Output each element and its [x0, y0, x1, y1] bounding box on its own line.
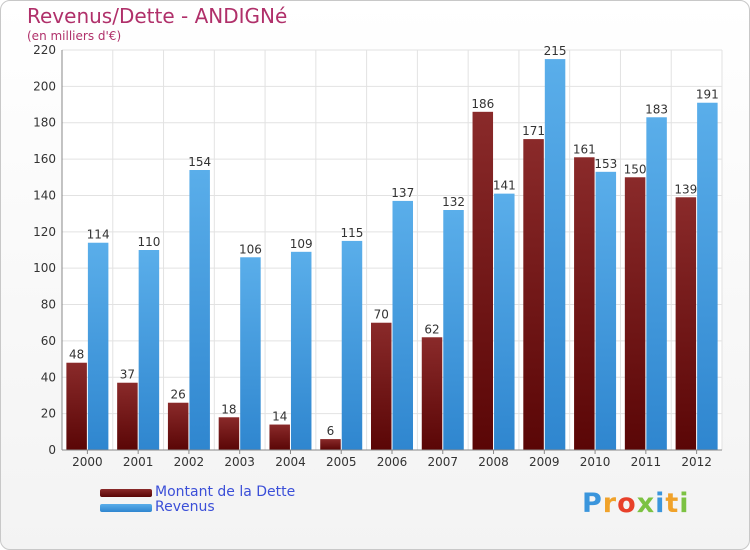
- bar-revenus: [240, 257, 261, 450]
- logo-letter: t: [665, 488, 680, 519]
- legend-label-revenus: Revenus: [155, 499, 215, 515]
- x-tick-label: 2006: [377, 455, 408, 469]
- x-tick-label: 2012: [681, 455, 712, 469]
- data-label-revenus: 154: [188, 155, 211, 169]
- legend-swatch-debt: [100, 489, 152, 497]
- y-tick-label: 160: [33, 152, 56, 166]
- logo-letter: x: [636, 488, 656, 519]
- legend-item-revenus: Revenus: [100, 499, 360, 517]
- chart-title: Revenus/Dette - ANDIGNé: [27, 4, 288, 28]
- bar-revenus: [290, 251, 312, 450]
- data-label-revenus: 132: [442, 195, 465, 209]
- bar-revenus: [87, 242, 109, 450]
- x-tick-label: 2000: [72, 455, 103, 469]
- bar-dette: [320, 439, 341, 450]
- x-tick-label: 2009: [529, 455, 560, 469]
- y-tick-label: 120: [33, 225, 56, 239]
- data-label-revenus: 153: [594, 157, 617, 171]
- bar-dette: [167, 402, 189, 450]
- bar-revenus: [697, 102, 718, 451]
- data-label-revenus: 141: [493, 179, 516, 193]
- y-tick-label: 200: [33, 79, 56, 93]
- y-tick-label: 80: [41, 298, 56, 312]
- bar-revenus: [544, 59, 566, 450]
- data-label-dette: 150: [624, 162, 647, 176]
- bar-revenus: [341, 240, 363, 450]
- data-label-revenus: 137: [391, 186, 414, 200]
- bar-revenus: [595, 171, 617, 450]
- bar-dette: [421, 337, 443, 450]
- bar-dette: [574, 157, 595, 451]
- logo-letter: i: [679, 488, 690, 519]
- y-tick-label: 40: [41, 370, 56, 384]
- data-label-revenus: 109: [290, 237, 313, 251]
- x-tick-label: 2008: [478, 455, 509, 469]
- y-tick-label: 100: [33, 261, 56, 275]
- bar-dette: [523, 139, 544, 450]
- logo-letter: o: [617, 488, 637, 519]
- x-tick-label: 2001: [123, 455, 154, 469]
- y-tick-label: 0: [48, 443, 56, 457]
- bar-dette: [66, 362, 87, 450]
- data-label-revenus: 114: [87, 228, 110, 242]
- data-label-revenus: 183: [645, 102, 668, 116]
- axis-layer: 0 20 40 60 80 100 120 140 160 180 200 220 48 114 2000 3…: [33, 43, 722, 469]
- bar-revenus: [189, 170, 210, 450]
- x-tick-label: 2007: [427, 455, 458, 469]
- data-label-revenus: 115: [341, 226, 364, 240]
- logo-letter: P: [582, 488, 603, 519]
- y-tick-label: 60: [41, 334, 56, 348]
- x-tick-label: 2011: [631, 455, 662, 469]
- proxiti-logo: Proxiti: [582, 488, 690, 519]
- bar-revenus: [646, 117, 667, 450]
- data-label-dette: 14: [272, 410, 287, 424]
- logo-letter: i: [655, 488, 666, 519]
- grid-layer: [61, 49, 723, 451]
- logo-letter: r: [602, 488, 618, 519]
- data-label-dette: 26: [171, 388, 186, 402]
- y-tick-label: 140: [33, 188, 56, 202]
- legend-item-debt: Montant de la Dette: [100, 484, 360, 502]
- y-tick-label: 20: [41, 407, 56, 421]
- bar-dette: [269, 424, 290, 450]
- bar-dette: [218, 417, 240, 450]
- data-label-revenus: 215: [544, 44, 567, 58]
- bar-dette: [117, 382, 138, 450]
- plot-area: [62, 50, 722, 450]
- data-label-dette: 62: [424, 322, 439, 336]
- chart-subtitle: (en milliers d'€): [27, 29, 122, 43]
- data-label-dette: 37: [120, 368, 135, 382]
- bar-revenus: [392, 200, 413, 450]
- bar-dette: [472, 111, 494, 451]
- data-label-dette: 171: [522, 124, 545, 138]
- bar-revenus: [138, 250, 160, 450]
- y-tick-label: 220: [33, 43, 56, 57]
- bar-revenus: [494, 193, 515, 451]
- bars-layer: [66, 59, 718, 451]
- data-label-revenus: 110: [137, 235, 160, 249]
- data-label-dette: 139: [674, 182, 697, 196]
- legend-swatch-revenus: [100, 504, 152, 512]
- data-label-dette: 161: [573, 142, 596, 156]
- data-label-dette: 18: [221, 402, 236, 416]
- data-label-dette: 6: [327, 424, 335, 438]
- bar-dette: [624, 177, 646, 451]
- bar-revenus: [443, 210, 464, 450]
- x-tick-label: 2003: [224, 455, 255, 469]
- data-label-dette: 186: [471, 97, 494, 111]
- y-tick-label: 180: [33, 116, 56, 130]
- bar-dette: [371, 322, 392, 450]
- x-tick-label: 2005: [326, 455, 357, 469]
- data-label-revenus: 106: [239, 242, 262, 256]
- legend-label-debt: Montant de la Dette: [155, 484, 296, 500]
- x-tick-label: 2010: [580, 455, 611, 469]
- data-label-dette: 70: [374, 308, 389, 322]
- x-tick-label: 2004: [275, 455, 306, 469]
- data-label-dette: 48: [69, 348, 84, 362]
- bar-dette: [675, 197, 697, 450]
- x-tick-label: 2002: [174, 455, 205, 469]
- data-label-revenus: 191: [696, 88, 719, 102]
